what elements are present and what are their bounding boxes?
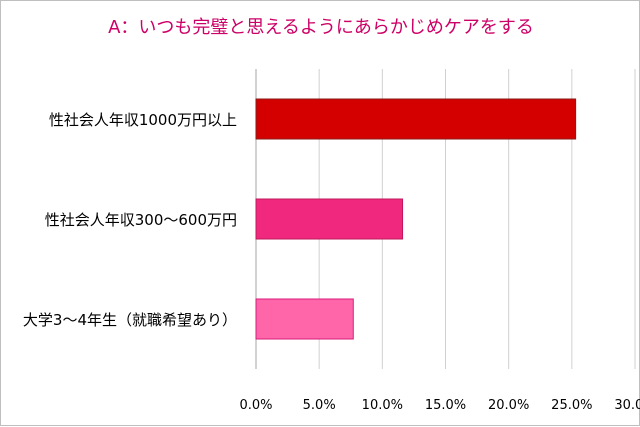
- category-label: 性社会人年収1000万円以上: [49, 111, 237, 129]
- x-tick-label: 25.0%: [551, 398, 592, 413]
- category-label: 性社会人年収300〜600万円: [45, 211, 237, 229]
- category-label: 大学3〜4年生（就職希望あり）: [23, 311, 237, 329]
- x-tick-label: 30.0%: [614, 398, 640, 413]
- x-tick-label: 20.0%: [488, 398, 529, 413]
- bar: [255, 298, 354, 340]
- x-tick-label: 5.0%: [303, 398, 336, 413]
- x-tick-label: 0.0%: [239, 398, 272, 413]
- x-tick-label: 15.0%: [425, 398, 466, 413]
- bar: [255, 98, 577, 140]
- chart-title: A：いつも完璧と思えるようにあらかじめケアをする: [108, 17, 534, 38]
- x-tick-label: 10.0%: [362, 398, 403, 413]
- bar: [255, 198, 404, 240]
